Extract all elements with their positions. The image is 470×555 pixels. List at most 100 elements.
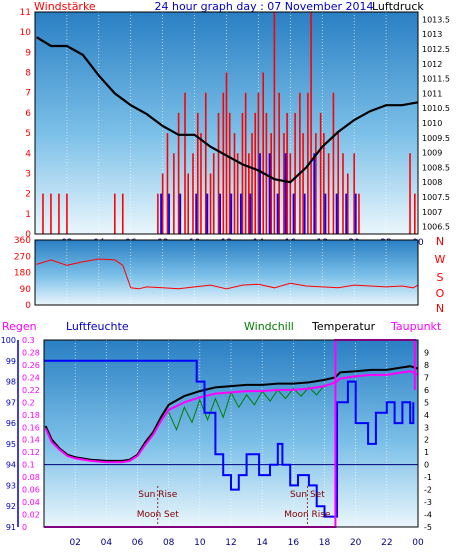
temperature-y-tick-label: -2	[424, 486, 432, 495]
rain-y-tick-label: 0.2	[22, 398, 35, 407]
pressure-y-tick-label: 1010.5	[422, 104, 450, 113]
wind-y-tick-label: 11	[20, 8, 31, 18]
compass-label: O	[436, 287, 445, 300]
humidity-series-line	[44, 359, 415, 518]
direction-y-tick-label: 0	[25, 301, 31, 311]
pressure-y-tick-label: 1010	[422, 119, 442, 128]
humidity-y-tick-label: 93	[6, 481, 16, 490]
rain-y-tick-label: 0.14	[22, 436, 40, 445]
sun-moon-annotation: Moon Rise	[284, 510, 331, 520]
direction-y-tick-label: 270	[14, 252, 31, 262]
dewpoint-label: Taupunkt	[390, 320, 442, 333]
rain-y-tick-label: 0.26	[22, 361, 40, 370]
rain-y-tick-label: 0.24	[22, 373, 40, 382]
humidity-y-tick-label: 91	[6, 523, 16, 532]
temperature-y-tick-label: -1	[424, 473, 432, 482]
pressure-y-tick-label: 1006.5	[422, 223, 450, 232]
wind-y-tick-label: 4	[25, 149, 31, 159]
rain-y-tick-label: 0.08	[22, 473, 40, 482]
temp-x-tick-label: 10	[194, 538, 206, 548]
wind-plot-frame	[34, 11, 419, 235]
pressure-y-tick-label: 1009	[422, 149, 442, 158]
wind-y-tick-label: 9	[25, 48, 31, 58]
temp-x-tick-label: 22	[381, 538, 392, 548]
compass-label: N	[436, 235, 444, 248]
temperature-humidity-axes: 02 04 06 08 10 12 14 16 18 20 22 009192939495969798…	[1, 336, 432, 548]
temperature-y-tick-label: 4	[424, 411, 429, 420]
pressure-y-tick-label: 1013	[422, 30, 442, 39]
rain-y-tick-label: 0	[22, 523, 27, 532]
direction-y-tick-label: 180	[14, 269, 31, 279]
rain-y-tick-label: 0.18	[22, 411, 40, 420]
temperature-y-tick-label: 2	[424, 436, 429, 445]
pressure-y-tick-label: 1012	[422, 60, 442, 69]
wind-y-tick-label: 1	[25, 210, 31, 220]
direction-y-tick-label: 360	[14, 236, 31, 246]
rain-y-tick-label: 0.22	[22, 386, 40, 395]
pressure-y-tick-label: 1007	[422, 208, 442, 217]
rain-y-tick-label: 0.04	[22, 498, 40, 507]
temp-x-tick-label: 06	[132, 538, 144, 548]
chart-title: 24 hour graph day : 07 November 2014	[154, 0, 373, 13]
windchill-series-line	[168, 384, 325, 432]
dewpoint-series-line	[44, 370, 419, 464]
pressure-y-tick-label: 1013.5	[422, 15, 450, 24]
temp-x-tick-label: 20	[350, 538, 362, 548]
sun-moon-annotations: Sun Rise Moon Set Sun Set Moon Rise	[137, 486, 331, 527]
rain-y-tick-label: 0.3	[22, 336, 35, 345]
wind-y-tick-label: 10	[20, 28, 32, 38]
temp-x-tick-label: 14	[256, 538, 268, 548]
temperature-y-tick-label: 6	[424, 386, 429, 395]
direction-plot-frame	[34, 239, 419, 306]
rain-y-tick-label: 0.02	[22, 511, 40, 520]
wind-y-tick-label: 0	[25, 230, 31, 240]
temp-x-tick-label: 08	[163, 538, 175, 548]
wind-label: Windstärke	[34, 0, 96, 13]
rain-y-tick-label: 0.28	[22, 348, 40, 357]
wind-bars	[42, 12, 416, 234]
sun-moon-annotation: Sun Set	[290, 490, 325, 500]
sun-moon-annotation: Moon Set	[137, 510, 180, 520]
temperature-y-tick-label: 3	[424, 423, 429, 432]
temperature-y-tick-label: 0	[424, 461, 429, 470]
temp-x-tick-label: 12	[225, 538, 236, 548]
pressure-y-tick-label: 1009.5	[422, 134, 450, 143]
temperature-y-tick-label: 9	[424, 348, 429, 357]
humidity-y-tick-label: 96	[6, 419, 16, 428]
temp-x-tick-label: 04	[101, 538, 113, 548]
temperature-y-tick-label: 5	[424, 398, 429, 407]
pressure-series-line	[36, 36, 419, 184]
rain-y-tick-label: 0.1	[22, 461, 35, 470]
direction-series-line	[36, 258, 419, 290]
rain-y-tick-label: 0.06	[22, 486, 40, 495]
rain-y-tick-label: 0.12	[22, 448, 40, 457]
humidity-y-tick-label: 98	[6, 378, 16, 387]
temp-plot-frame	[43, 339, 419, 528]
wind-y-tick-label: 7	[25, 89, 31, 99]
pressure-y-tick-label: 1012.5	[422, 45, 450, 54]
temp-x-tick-label: 18	[319, 538, 331, 548]
humidity-y-tick-label: 97	[6, 398, 16, 407]
humidity-y-tick-label: 95	[6, 440, 16, 449]
temperature-y-tick-label: -3	[424, 498, 432, 507]
temperature-series-line	[44, 365, 419, 462]
pressure-y-tick-label: 1011.5	[422, 75, 450, 84]
temperature-y-tick-label: 1	[424, 448, 429, 457]
wind-y-tick-label: 3	[25, 169, 31, 179]
humidity-y-tick-label: 100	[1, 336, 16, 345]
pressure-y-tick-label: 1007.5	[422, 193, 450, 202]
wind-y-tick-label: 2	[25, 190, 31, 200]
rain-label: Regen	[2, 320, 37, 333]
windchill-label: Windchill	[244, 320, 294, 333]
sun-moon-annotation: Sun Rise	[138, 490, 177, 500]
humidity-y-tick-label: 92	[6, 502, 16, 511]
wind-y-tick-label: 6	[25, 109, 31, 119]
wind-y-tick-label: 5	[25, 129, 31, 139]
temperature-y-tick-label: -4	[424, 511, 432, 520]
compass-label: W	[435, 253, 446, 266]
temp-x-tick-label: 02	[69, 538, 80, 548]
rain-y-tick-label: 0.16	[22, 423, 40, 432]
humidity-label: Luftfeuchte	[66, 320, 129, 333]
